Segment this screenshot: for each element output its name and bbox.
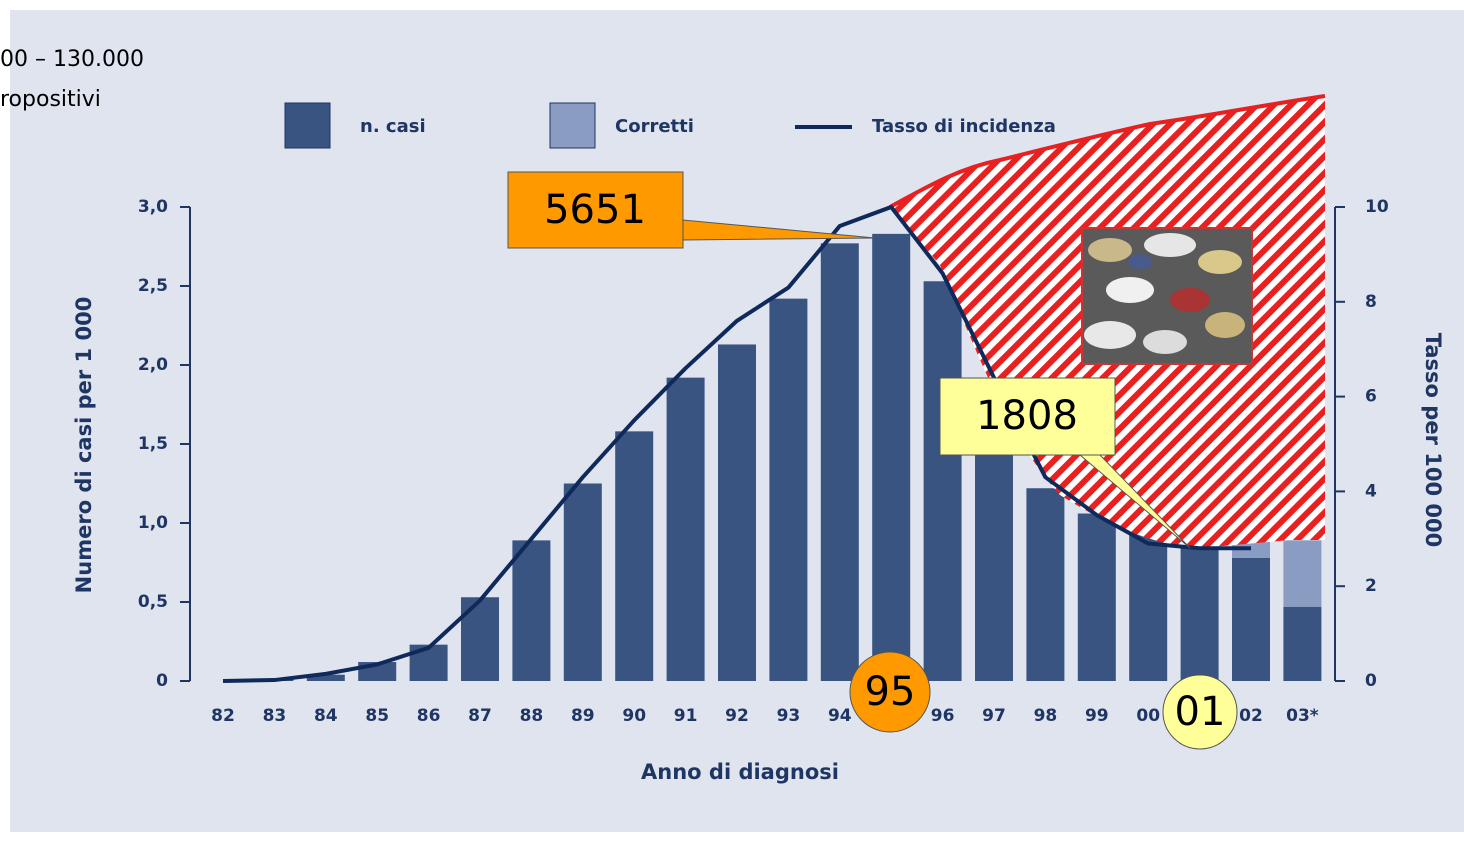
bar — [1180, 540, 1219, 681]
bar — [820, 243, 859, 681]
y-axis-title: Numero di casi per 1 000 — [72, 297, 96, 594]
y2-tick-label: 2 — [1365, 576, 1377, 596]
bar — [461, 597, 499, 681]
year-circle — [1162, 674, 1238, 750]
x-tick-label: 89 — [571, 706, 595, 726]
x-tick-label: 88 — [520, 706, 544, 726]
y-tick-label: 2,0 — [138, 355, 168, 375]
x-tick-label: 83 — [263, 706, 287, 726]
bar — [615, 431, 654, 681]
bar — [666, 377, 705, 681]
bar — [769, 298, 808, 681]
x-tick-label: 87 — [468, 706, 492, 726]
x-tick-label: 03* — [1286, 706, 1319, 726]
bar — [975, 436, 1013, 681]
y-tick-label: 0,5 — [138, 592, 168, 612]
bar — [1283, 606, 1322, 681]
note-line: ropositivi — [0, 87, 101, 112]
y-tick-label: 1,5 — [138, 434, 168, 454]
bar — [923, 281, 962, 681]
x-tick-label: 86 — [417, 706, 441, 726]
x-tick-label: 97 — [982, 706, 1006, 726]
x-tick-label: 96 — [931, 706, 955, 726]
bar — [1232, 557, 1270, 681]
legend-label: Tasso di incidenza — [872, 116, 1056, 137]
x-tick-label: 82 — [211, 706, 235, 726]
x-tick-label: 93 — [777, 706, 801, 726]
bar — [1077, 513, 1116, 681]
y2-tick-label: 8 — [1365, 292, 1377, 312]
bar — [306, 674, 345, 681]
x-tick-label: 99 — [1085, 706, 1109, 726]
bar — [872, 233, 911, 682]
y-tick-label: 1,0 — [138, 513, 168, 533]
year-circle — [849, 651, 931, 733]
y2-tick-label: 10 — [1365, 197, 1389, 217]
callout-text: 1808 — [976, 393, 1078, 439]
x-tick-label: 94 — [828, 706, 852, 726]
x-tick-label: 92 — [725, 706, 749, 726]
y-tick-label: 0 — [156, 671, 168, 691]
y2-tick-label: 0 — [1365, 671, 1377, 691]
bar — [1129, 527, 1168, 681]
x-axis-title: Anno di diagnosi — [641, 760, 839, 784]
bar — [1026, 488, 1065, 681]
legend-swatch — [284, 102, 331, 149]
line — [222, 205, 1251, 683]
year-circle-text: 01 — [1175, 689, 1226, 735]
x-tick-label: 84 — [314, 706, 338, 726]
y-tick-label: 2,5 — [138, 276, 168, 296]
y-tick-label: 3,0 — [138, 197, 168, 217]
x-tick-label: 90 — [622, 706, 646, 726]
note-line: 00 – 130.000 — [0, 47, 144, 72]
bar — [563, 483, 602, 681]
x-tick-label: 00 — [1136, 706, 1160, 726]
legend-swatch — [549, 102, 596, 149]
bar — [718, 344, 756, 681]
x-tick-label: 91 — [674, 706, 698, 726]
legend-label: Corretti — [615, 116, 694, 137]
y2-tick-label: 4 — [1365, 481, 1377, 501]
year-circle-text: 95 — [865, 669, 916, 715]
bar — [1283, 540, 1322, 607]
bar — [512, 540, 551, 681]
callout-box — [939, 377, 1116, 456]
x-tick-label: 02 — [1239, 706, 1263, 726]
projection-line — [889, 94, 1326, 209]
x-tick-label: 85 — [365, 706, 389, 726]
callout-text: 5651 — [544, 187, 646, 233]
legend-label: n. casi — [360, 116, 426, 137]
pills-image — [1081, 227, 1253, 365]
callout-box — [507, 171, 684, 249]
y2-axis-title: Tasso per 100 000 — [1421, 333, 1445, 547]
x-tick-label: 98 — [1034, 706, 1058, 726]
y2-tick-label: 6 — [1365, 387, 1377, 407]
